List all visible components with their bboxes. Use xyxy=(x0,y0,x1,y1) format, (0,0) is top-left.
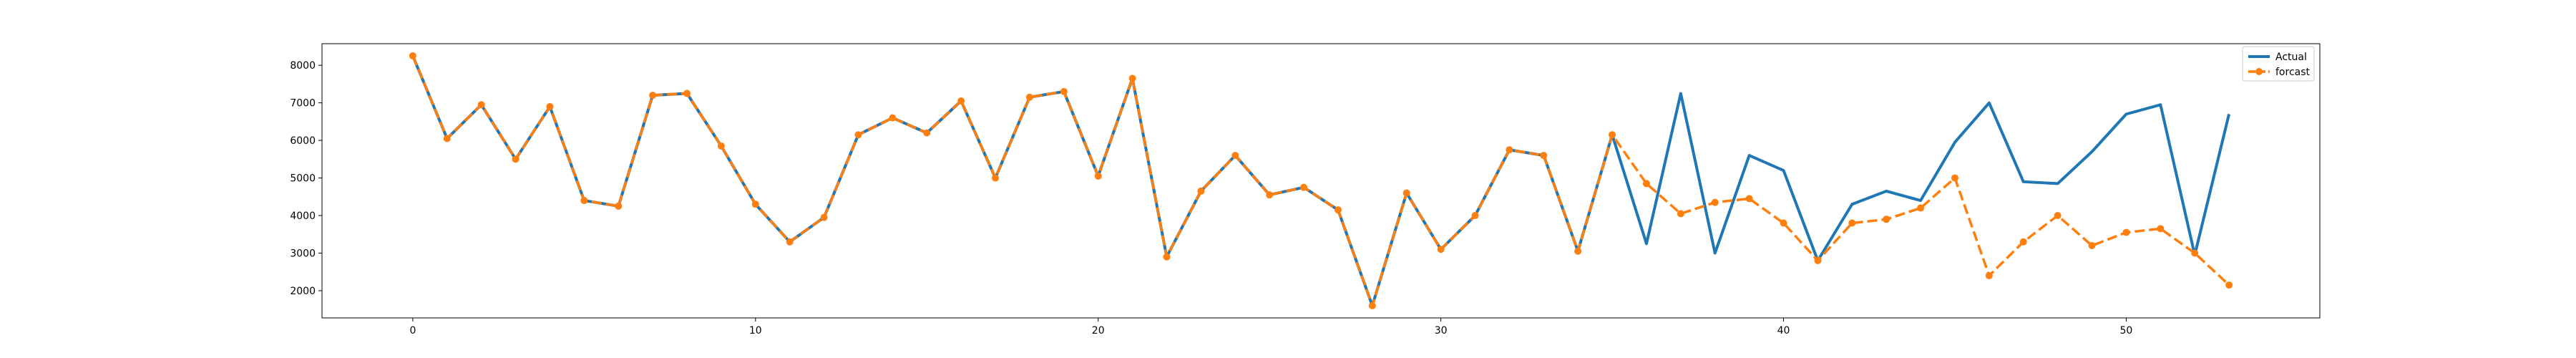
series-line-forcast xyxy=(411,55,2230,307)
data-point-forcast xyxy=(1540,152,1548,160)
x-tick-label: 20 xyxy=(1092,325,1105,337)
x-tick-label: 10 xyxy=(749,325,762,337)
data-point-forcast xyxy=(409,52,416,60)
data-point-forcast xyxy=(2054,212,2062,220)
data-point-forcast xyxy=(1848,219,1856,227)
data-point-forcast xyxy=(1745,195,1753,203)
data-point-forcast xyxy=(649,92,657,100)
y-tick-label: 6000 xyxy=(290,135,316,147)
x-tick-label: 30 xyxy=(1435,325,1448,337)
data-point-forcast xyxy=(992,174,1000,182)
data-point-forcast xyxy=(1471,212,1479,220)
plot-area-frame xyxy=(321,43,2321,319)
y-tick-label: 8000 xyxy=(290,60,316,72)
data-point-forcast xyxy=(1917,204,1925,212)
data-point-forcast xyxy=(1368,301,1376,309)
data-point-forcast xyxy=(1402,189,1410,197)
x-tick-label: 50 xyxy=(2120,325,2133,337)
y-tick-label: 7000 xyxy=(290,98,316,110)
series-layer xyxy=(409,52,2233,309)
data-point-forcast xyxy=(512,155,519,163)
data-point-forcast xyxy=(1197,187,1205,195)
data-point-forcast xyxy=(683,90,691,97)
data-point-forcast xyxy=(1609,131,1616,139)
data-point-forcast xyxy=(1951,174,1958,182)
data-point-forcast xyxy=(1334,206,1342,214)
data-point-forcast xyxy=(1231,152,1239,160)
data-point-forcast xyxy=(1985,271,1993,279)
legend-label-forcast: forcast xyxy=(2275,67,2311,78)
data-point-forcast xyxy=(957,97,965,105)
data-point-forcast xyxy=(1677,210,1684,218)
data-point-forcast xyxy=(2088,242,2096,250)
data-point-forcast xyxy=(1300,183,1308,191)
data-point-forcast xyxy=(615,202,623,210)
y-axis: 2000 3000 4000 5000 6000 7000 8000 xyxy=(290,60,322,297)
data-point-forcast xyxy=(2225,281,2233,289)
y-tick-label: 4000 xyxy=(290,211,316,222)
data-point-forcast xyxy=(923,129,931,137)
data-point-forcast xyxy=(580,197,588,205)
x-tick-label: 40 xyxy=(1777,325,1790,337)
data-point-forcast xyxy=(786,238,794,246)
data-point-forcast xyxy=(1025,93,1033,101)
data-point-forcast xyxy=(546,102,554,110)
data-point-forcast xyxy=(2191,249,2199,257)
y-tick-label: 2000 xyxy=(290,286,316,297)
data-point-forcast xyxy=(1506,146,1513,154)
data-point-forcast xyxy=(1883,216,1890,223)
data-point-forcast xyxy=(1642,180,1650,188)
data-point-forcast xyxy=(1437,246,1445,253)
data-point-forcast xyxy=(820,213,828,221)
data-point-forcast xyxy=(2019,238,2027,246)
x-axis: 0 10 20 30 40 50 xyxy=(409,318,2132,337)
data-point-forcast xyxy=(1266,191,1274,199)
data-point-forcast xyxy=(1128,74,1136,82)
x-tick-label: 0 xyxy=(409,325,416,337)
data-point-forcast xyxy=(1814,256,1822,264)
data-point-forcast xyxy=(1780,219,1787,227)
data-point-forcast xyxy=(751,200,759,208)
data-point-forcast xyxy=(443,135,451,142)
legend-marker-forcast xyxy=(2255,68,2263,75)
data-point-forcast xyxy=(1094,172,1102,180)
data-point-forcast xyxy=(889,114,897,122)
data-point-forcast xyxy=(1060,87,1068,95)
data-point-forcast xyxy=(477,101,485,109)
data-point-forcast xyxy=(2157,225,2165,233)
data-point-forcast xyxy=(854,131,862,139)
data-point-forcast xyxy=(2122,228,2130,236)
y-tick-label: 3000 xyxy=(290,248,316,259)
data-point-forcast xyxy=(1711,198,1719,206)
data-point-forcast xyxy=(1574,247,1582,255)
y-tick-label: 5000 xyxy=(290,173,316,185)
legend-label-actual: Actual xyxy=(2275,52,2307,63)
legend: Actual forcast xyxy=(2242,46,2315,82)
data-point-forcast xyxy=(1163,253,1171,261)
data-point-forcast xyxy=(717,142,725,150)
